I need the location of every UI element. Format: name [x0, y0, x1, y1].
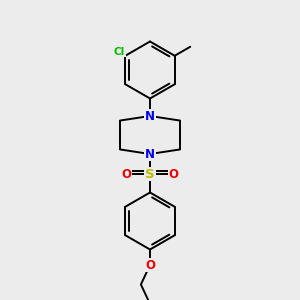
Text: O: O	[122, 167, 131, 181]
Text: N: N	[145, 110, 155, 122]
Text: O: O	[169, 167, 178, 181]
Text: Cl: Cl	[114, 47, 125, 57]
Text: N: N	[145, 148, 155, 160]
Text: S: S	[145, 167, 155, 181]
Text: O: O	[145, 259, 155, 272]
